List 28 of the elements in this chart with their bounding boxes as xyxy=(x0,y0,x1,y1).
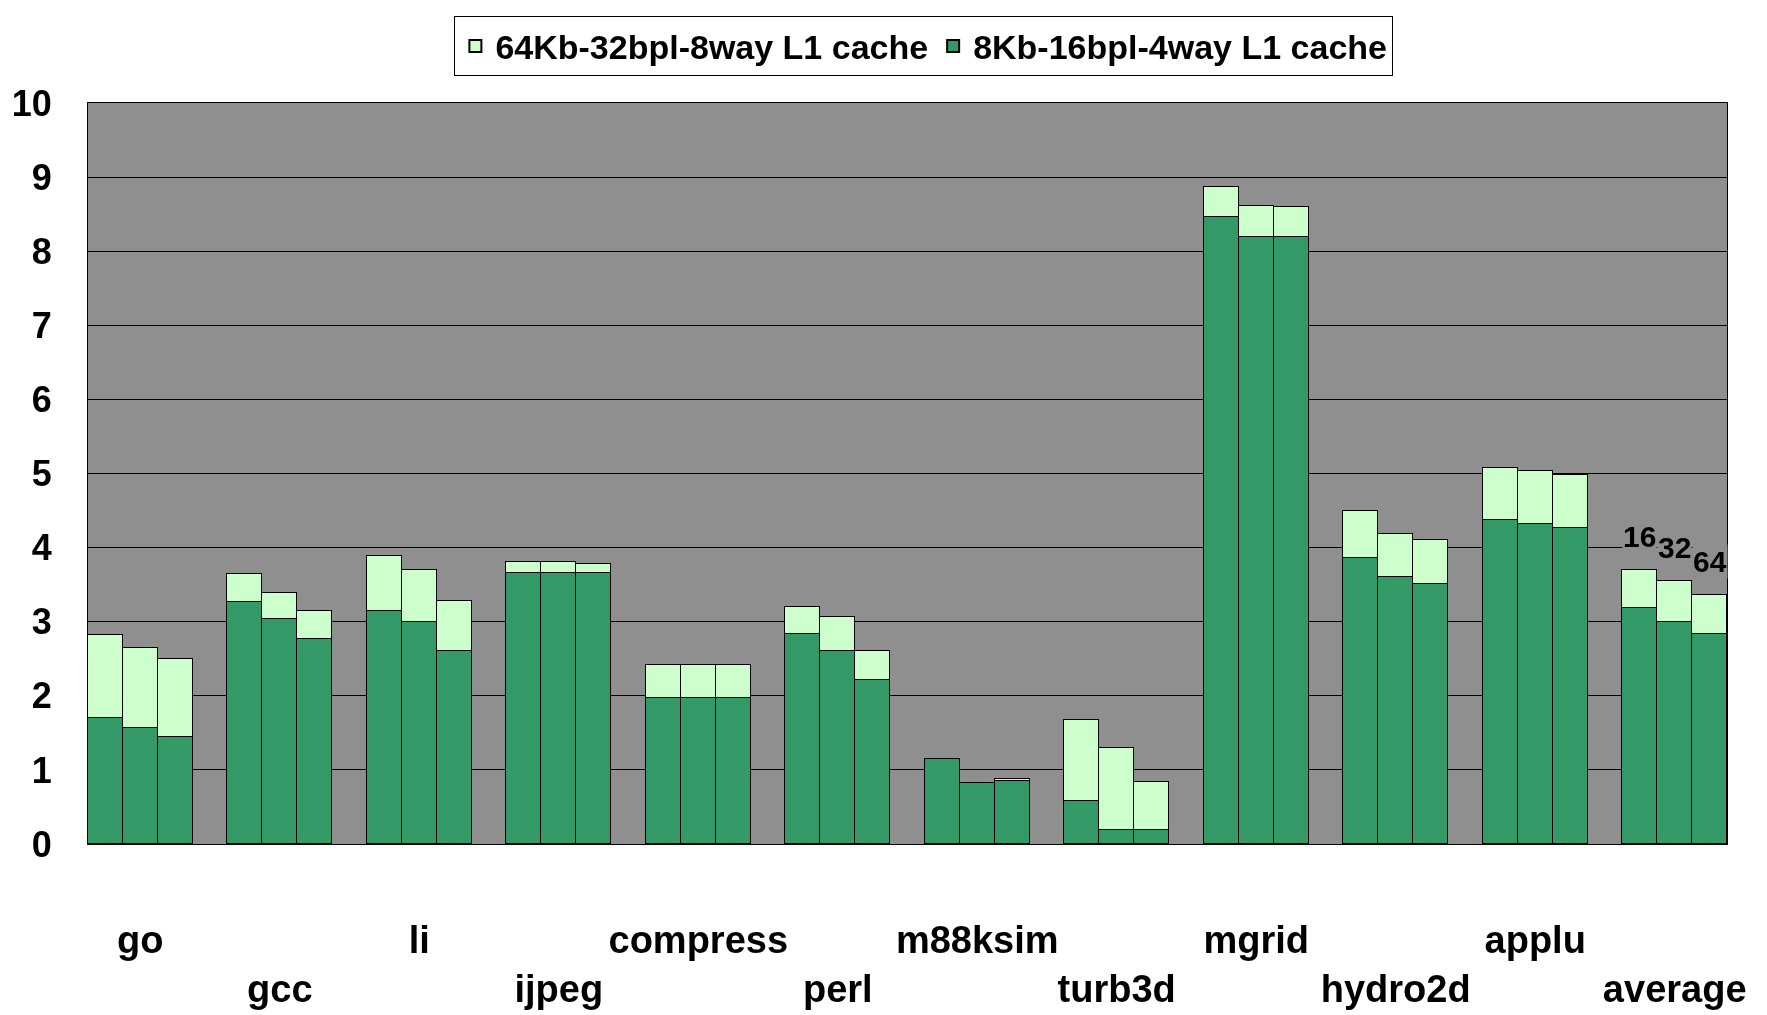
y-tick-label: 6 xyxy=(31,379,52,420)
y-tick-label: 7 xyxy=(31,304,52,346)
annotation: 32 xyxy=(1658,531,1692,564)
y-tick-label: 10 xyxy=(11,82,52,124)
x-tick-label: average xyxy=(1602,968,1747,1010)
y-tick-label: 1 xyxy=(31,749,52,791)
x-tick-label: ijpeg xyxy=(514,968,604,1010)
x-tick-label: li xyxy=(408,918,430,961)
x-tick-label: turb3d xyxy=(1057,968,1176,1010)
y-tick-label: 4 xyxy=(31,527,52,569)
annotation: 64 xyxy=(1693,545,1727,578)
x-tick-label: mgrid xyxy=(1203,918,1309,961)
y-tick-label: 0 xyxy=(31,823,52,865)
annotation: 16 xyxy=(1623,520,1657,553)
x-tick-label: m88ksim xyxy=(895,918,1059,961)
y-tick-label: 2 xyxy=(31,675,52,717)
x-tick-label: go xyxy=(117,918,164,961)
x-tick-label: compress xyxy=(608,918,789,961)
legend-label: 64Kb-32bpl-8way L1 cache xyxy=(495,28,929,67)
x-tick-label: perl xyxy=(802,968,873,1010)
legend-label: 8Kb-16bpl-4way L1 cache xyxy=(973,28,1387,67)
y-tick-label: 9 xyxy=(31,156,52,198)
x-tick-label: gcc xyxy=(247,968,313,1010)
y-tick-label: 3 xyxy=(31,601,52,643)
x-tick-label: hydro2d xyxy=(1320,968,1471,1010)
y-tick-label: 8 xyxy=(31,230,52,272)
x-tick-label: applu xyxy=(1484,918,1586,961)
y-tick-label: 5 xyxy=(31,453,52,495)
